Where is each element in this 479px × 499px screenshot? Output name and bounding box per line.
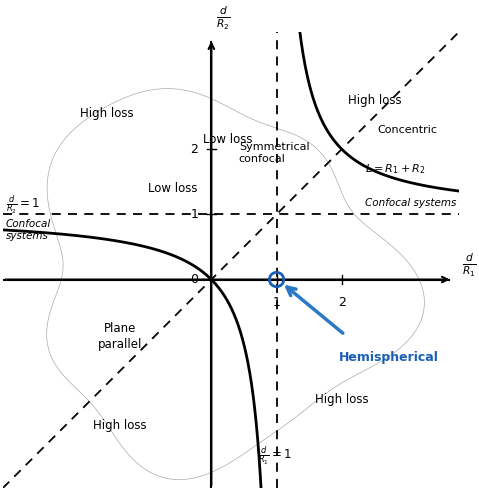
Text: Concentric: Concentric bbox=[377, 125, 438, 135]
Text: $L = R_1 + R_2$: $L = R_1 + R_2$ bbox=[365, 162, 425, 176]
Text: 1: 1 bbox=[273, 296, 281, 309]
Text: Symmetrical
confocal: Symmetrical confocal bbox=[239, 142, 309, 164]
Text: 0: 0 bbox=[190, 273, 198, 286]
Text: $\frac{d}{R_1}$: $\frac{d}{R_1}$ bbox=[462, 251, 477, 279]
Text: Plane
parallel: Plane parallel bbox=[98, 322, 142, 351]
Text: Low loss: Low loss bbox=[203, 133, 252, 146]
Text: Confocal systems: Confocal systems bbox=[365, 198, 456, 208]
Text: $\frac{d}{R_2} = 1$: $\frac{d}{R_2} = 1$ bbox=[6, 193, 40, 216]
Text: 2: 2 bbox=[191, 143, 198, 156]
Text: High loss: High loss bbox=[93, 420, 147, 433]
Text: High loss: High loss bbox=[348, 93, 401, 106]
Text: $\frac{d}{R_2}$: $\frac{d}{R_2}$ bbox=[216, 4, 230, 32]
Text: 2: 2 bbox=[338, 296, 346, 309]
Text: $\frac{d}{R_1} = 1$: $\frac{d}{R_1} = 1$ bbox=[258, 444, 292, 467]
Text: High loss: High loss bbox=[80, 107, 134, 120]
Text: High loss: High loss bbox=[315, 393, 368, 406]
Text: Hemispherical: Hemispherical bbox=[339, 351, 438, 364]
Text: Confocal
systems: Confocal systems bbox=[6, 219, 51, 241]
Text: 1: 1 bbox=[191, 208, 198, 221]
Text: Low loss: Low loss bbox=[148, 182, 197, 195]
